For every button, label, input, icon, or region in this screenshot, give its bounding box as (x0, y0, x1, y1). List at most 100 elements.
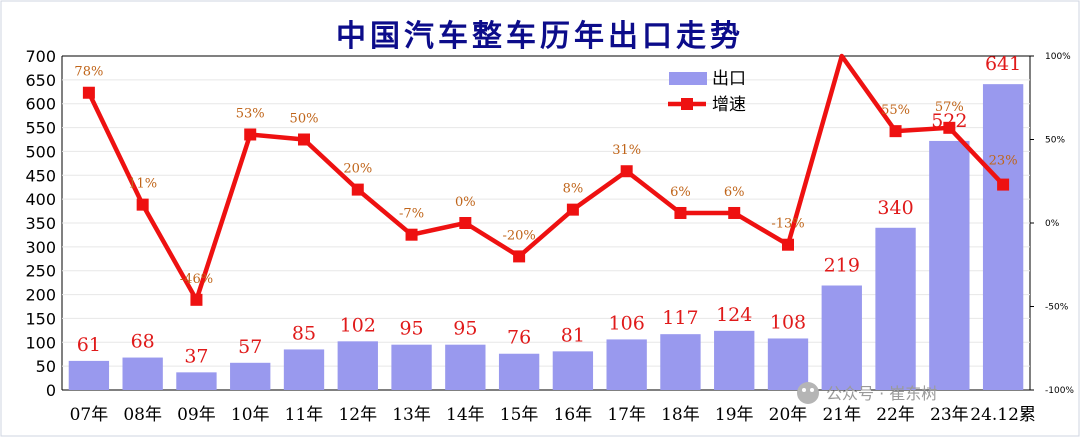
growth-rate-label: 20% (343, 162, 372, 177)
y-tick-label: 350 (25, 214, 56, 233)
y2-tick-label: 0% (1045, 219, 1060, 229)
growth-marker (82, 86, 95, 99)
growth-rate-label: 31% (612, 143, 641, 158)
growth-marker (782, 238, 794, 251)
y-tick-label: 250 (25, 262, 56, 281)
growth-rate-label: -7% (399, 207, 424, 222)
y-tick-label: 450 (25, 166, 56, 185)
growth-rate-label: 53% (236, 106, 265, 121)
y-axis-ticks: 0 50 100 150 200 250 300 350 400 450 500 550 600 650 7… (25, 47, 56, 400)
bar (929, 140, 970, 390)
growth-marker (351, 183, 364, 196)
bar-value-label: 106 (609, 312, 645, 334)
wechat-icon-eye-left (802, 388, 806, 392)
x-tick-label: 10年 (231, 405, 270, 425)
growth-marker (459, 217, 472, 229)
bar-value-label: 102 (340, 314, 376, 336)
x-tick-label: 14年 (446, 405, 485, 425)
x-tick-label: 24.12累 (970, 405, 1036, 425)
wechat-icon (797, 382, 819, 404)
bar (875, 227, 916, 390)
growth-marker (943, 121, 956, 134)
y-tick-label: 100 (25, 333, 56, 352)
y-tick-label: 50 (36, 357, 56, 376)
y-tick-label: 400 (25, 190, 56, 209)
growth-marker (513, 250, 526, 263)
watermark-text: 公众号 · 崔东树 (826, 384, 937, 403)
bar-value-label: 340 (877, 197, 913, 219)
watermark: 公众号 · 崔东树 (797, 382, 937, 404)
bar (68, 360, 110, 390)
growth-rate-label: 55% (881, 103, 910, 118)
growth-line (86, 53, 1005, 303)
bar-value-label: 124 (716, 304, 752, 326)
bar-series (68, 84, 1024, 390)
growth-rate-label: 0% (455, 195, 476, 210)
growth-rate-label: 50% (290, 112, 319, 127)
growth-rate-label: 78% (74, 65, 103, 80)
bar-value-label: 68 (131, 331, 155, 353)
legend-swatch-bar (669, 72, 707, 85)
growth-marker (244, 128, 257, 141)
y2-tick-label: -100% (1045, 386, 1074, 396)
x-tick-label: 23年 (930, 405, 969, 425)
bar-value-label: 85 (292, 322, 316, 344)
plot-frame (61, 55, 1031, 391)
growth-marker (136, 198, 149, 211)
bar-value-label: 37 (184, 345, 208, 367)
bar-value-label: 76 (507, 327, 531, 349)
x-tick-label: 08年 (123, 405, 162, 425)
y-tick-label: 550 (25, 119, 56, 138)
x-tick-label: 12年 (338, 405, 377, 425)
bar-value-label: 81 (561, 324, 585, 346)
chart-title: 中国汽车整车历年出口走势 (336, 19, 744, 54)
bar-value-label: 117 (662, 307, 698, 329)
growth-rate-label: 23% (989, 154, 1018, 169)
y2-axis-ticks: -100% -50% 0% 50% 100% (1030, 52, 1074, 396)
y-tick-label: 600 (25, 95, 56, 114)
bar (821, 285, 862, 390)
growth-marker (298, 133, 310, 146)
growth-rate-label: 57% (935, 100, 964, 115)
growth-rate-label: 8% (563, 182, 584, 197)
x-tick-label: 21年 (822, 405, 861, 425)
x-tick-label: 19年 (715, 405, 754, 425)
bar (391, 344, 432, 390)
y2-tick-label: 50% (1045, 136, 1065, 146)
y-tick-label: 200 (25, 286, 56, 305)
bar (498, 353, 540, 390)
bar (660, 334, 701, 390)
growth-rate-label: -13% (771, 217, 804, 232)
growth-marker (674, 206, 687, 219)
x-tick-label: 17年 (607, 405, 646, 425)
bar-value-label: 219 (824, 255, 860, 277)
line-series (82, 53, 1010, 306)
growth-marker (889, 125, 902, 138)
y-tick-label: 300 (25, 238, 56, 257)
grid-lines (62, 79, 1030, 367)
x-tick-label: 22年 (876, 405, 915, 425)
x-tick-label: 15年 (500, 405, 539, 425)
bar (552, 351, 594, 390)
bar (767, 338, 809, 390)
growth-marker (566, 203, 579, 216)
x-tick-label: 18年 (661, 405, 700, 425)
bar-value-label: 641 (985, 53, 1021, 75)
y-tick-label: 700 (25, 47, 56, 66)
bar-value-label: 61 (77, 334, 101, 356)
legend-label-bar: 出口 (712, 69, 746, 89)
growth-marker (620, 165, 633, 178)
x-tick-label: 09年 (177, 405, 216, 425)
legend-label-line: 增速 (712, 95, 746, 115)
bar (176, 372, 217, 390)
legend-swatch-marker (681, 98, 693, 110)
bar-value-label: 57 (238, 336, 262, 358)
growth-rate-label: -20% (502, 228, 535, 243)
y2-tick-label: 100% (1045, 52, 1071, 62)
rate-labels: 78% 11% -46% 53% 50% 20% -7% 0% -20% 8% 31% 6% 6% -13… (74, 65, 1017, 287)
growth-marker (190, 293, 203, 306)
growth-marker (997, 178, 1010, 191)
